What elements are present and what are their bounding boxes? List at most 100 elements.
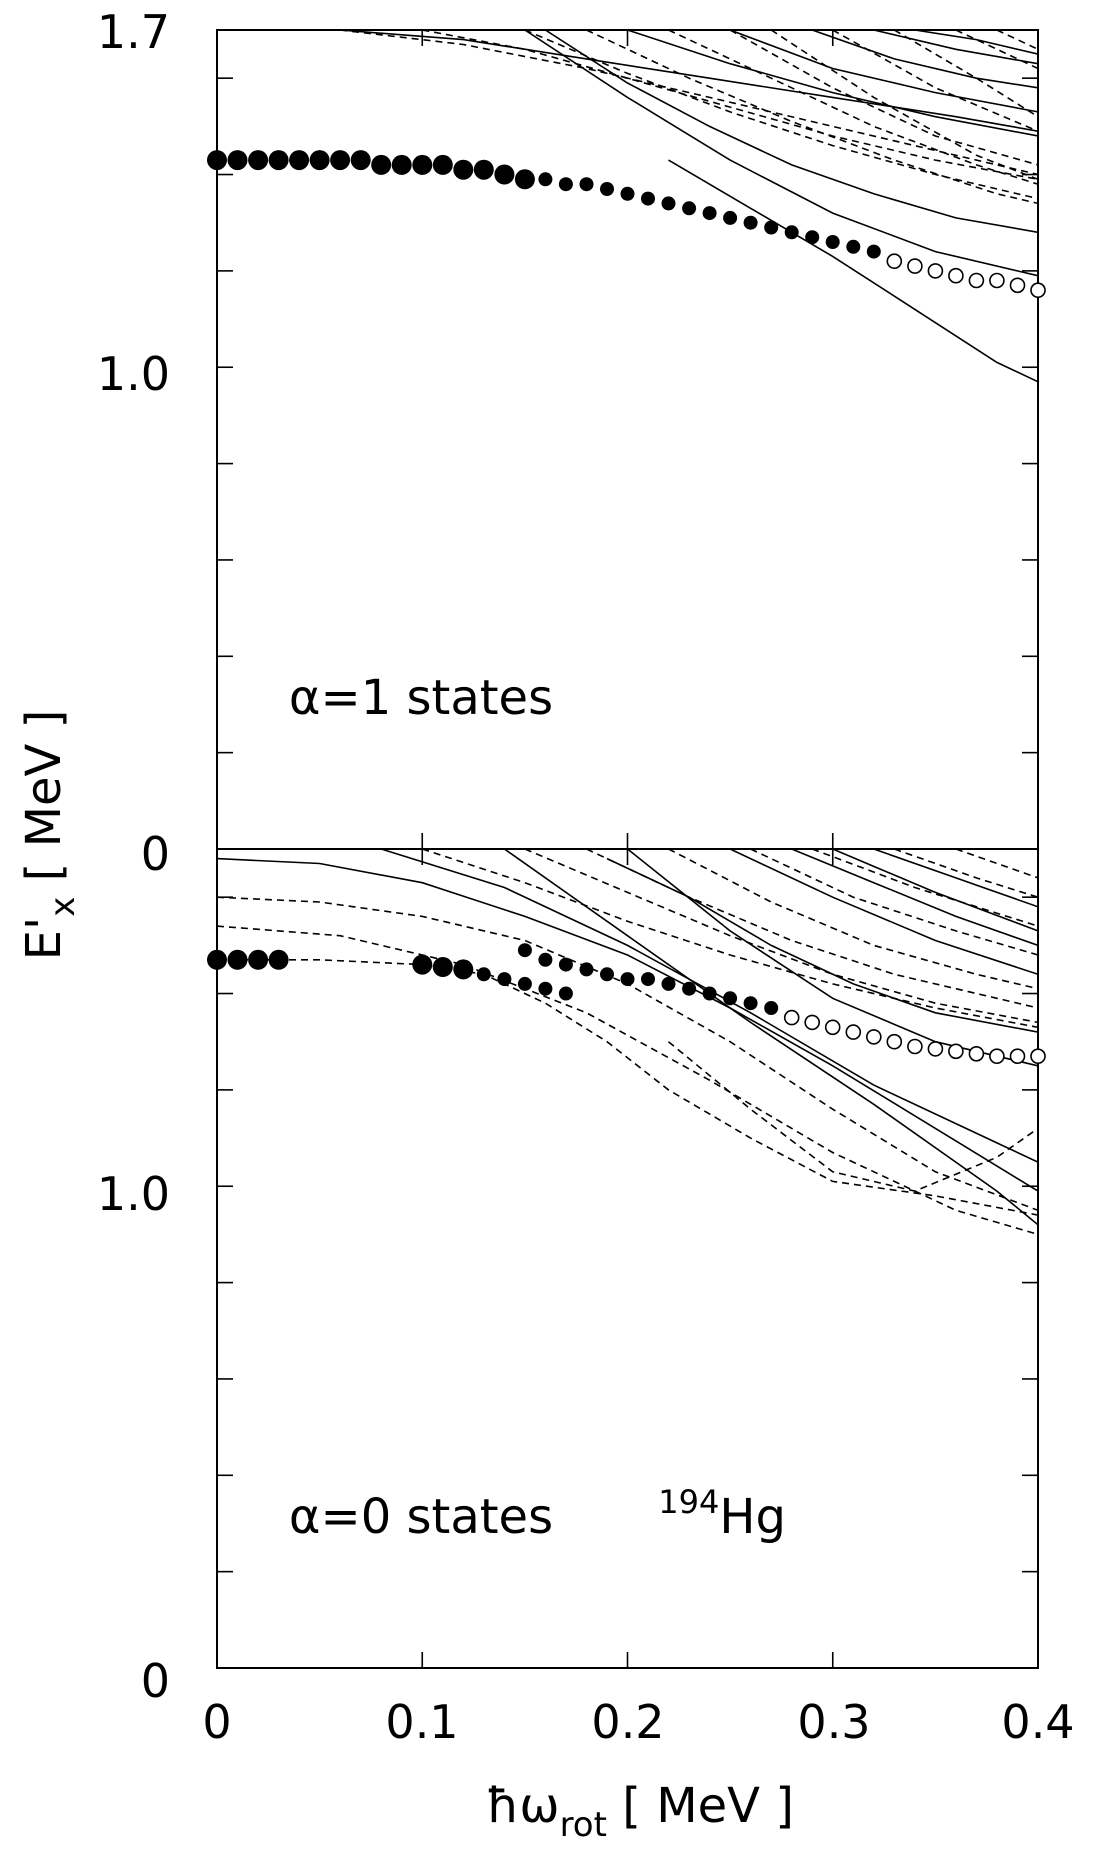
x-tick-label-0-1: 0.1: [385, 1695, 458, 1749]
data-point-filled-small-top-4: [620, 186, 635, 201]
solid-curve-bottom-6: [791, 849, 1038, 947]
data-point-filled-small-bottom-14: [702, 986, 717, 1001]
x-axis-title-unit: [ MeV ]: [607, 1778, 794, 1834]
dashed-curve-bottom-4: [422, 849, 1038, 1029]
data-point-open-bottom-10: [989, 1048, 1005, 1064]
y-tick-label-bottom-0: 0: [141, 1654, 170, 1708]
x-axis-title: ħωrot [ MeV ]: [486, 1778, 794, 1845]
dashed-curve-top-9: [955, 30, 1038, 70]
data-point-open-bottom-5: [886, 1033, 903, 1050]
dashed-curve-top-0: [340, 30, 1038, 176]
data-point-open-top-3: [948, 267, 964, 284]
data-point-filled-small-top-16: [866, 244, 881, 259]
y-axis-title: E'x [ MeV ]: [16, 710, 83, 961]
dashed-curve-top-10: [996, 30, 1038, 51]
data-point-open-bottom-2: [824, 1019, 841, 1036]
data-point-open-bottom-7: [927, 1041, 944, 1057]
solid-curve-top-6: [811, 30, 1038, 89]
dashed-curve-bottom-9: [811, 849, 1038, 927]
solid-curve-bottom-8: [873, 849, 1038, 908]
data-point-open-bottom-9: [968, 1046, 985, 1062]
data-point-filled-small-bottom-9: [600, 967, 614, 982]
solid-curve-bottom-0: [217, 857, 1038, 1192]
data-point-filled-small-bottom-15: [723, 991, 738, 1006]
data-point-open-top-6: [1009, 277, 1026, 294]
solid-curve-bottom-2: [503, 849, 1038, 1226]
data-point-filled-large-top-2: [248, 150, 269, 171]
data-point-filled-small-top-11: [764, 220, 779, 235]
solid-curve-bottom-5: [729, 849, 1038, 976]
x-axis-title-subscript: rot: [560, 1805, 607, 1845]
data-point-filled-small-bottom-3: [538, 981, 553, 996]
frame-bottom: [216, 848, 1039, 1669]
solid-curve-top-2: [668, 159, 1038, 383]
solid-curve-top-4: [627, 30, 1038, 137]
x-tick-label-0-3: 0.3: [797, 1695, 870, 1749]
solid-curve-top-5: [729, 30, 1038, 113]
solid-curve-bottom-7: [832, 849, 1038, 932]
dashed-curve-bottom-11: [955, 849, 1038, 879]
data-point-filled-large-top-3: [268, 150, 289, 171]
data-point-open-bottom-3: [845, 1024, 862, 1040]
data-point-open-bottom-1: [804, 1014, 821, 1031]
y-tick-label-top-0: 0: [141, 827, 170, 881]
data-point-filled-small-top-8: [702, 206, 717, 221]
data-point-filled-small-top-15: [846, 239, 861, 254]
nucleus-label: 194Hg: [658, 1483, 786, 1545]
data-point-filled-small-bottom-6: [538, 952, 553, 967]
data-point-filled-large-bottom-2: [248, 949, 269, 970]
solid-curve-top-1: [524, 30, 1038, 277]
data-point-filled-large-bottom-5: [432, 957, 453, 977]
annotation-alpha-1-states: α=1 states: [289, 670, 553, 726]
data-point-open-top-5: [989, 272, 1005, 289]
nucleus-symbol: Hg: [719, 1489, 786, 1545]
data-point-filled-small-top-2: [579, 177, 594, 192]
data-point-filled-large-top-1: [227, 150, 248, 171]
data-point-open-bottom-8: [948, 1043, 964, 1060]
dashed-curve-top-5: [729, 30, 1038, 166]
data-point-filled-small-top-6: [661, 196, 676, 211]
solid-curve-bottom-3: [627, 849, 1038, 1067]
data-points-layer: [207, 150, 1046, 1064]
curves-top: [340, 30, 1038, 383]
data-point-filled-large-top-11: [432, 154, 453, 175]
y-tick-label-top-1-0: 1.0: [97, 347, 170, 401]
data-point-open-top-2: [927, 263, 944, 279]
dashed-curve-bottom-8: [750, 849, 1038, 956]
y-tick-label-top-1-7: 1.7: [97, 5, 170, 59]
data-point-filled-large-bottom-3: [268, 949, 289, 970]
data-point-filled-small-bottom-4: [558, 986, 573, 1001]
data-point-filled-small-bottom-12: [661, 976, 676, 991]
y-tick-label-bottom-1-0: 1.0: [97, 1167, 170, 1221]
data-point-filled-small-bottom-11: [641, 972, 655, 987]
data-point-filled-large-top-15: [514, 169, 535, 190]
data-point-filled-large-top-0: [207, 150, 227, 171]
data-point-filled-small-top-1: [558, 177, 573, 192]
data-point-filled-small-bottom-16: [743, 996, 758, 1011]
data-point-filled-large-top-6: [330, 150, 351, 171]
data-point-filled-large-top-9: [391, 154, 412, 175]
data-point-filled-large-bottom-4: [412, 954, 433, 975]
x-tick-label-0: 0: [202, 1695, 231, 1749]
nucleus-mass-number: 194: [658, 1483, 719, 1521]
solid-curve-bottom-4: [606, 857, 1038, 1033]
solid-curve-top-0: [340, 30, 1038, 132]
data-point-open-top-7: [1030, 282, 1046, 299]
data-point-filled-large-top-7: [350, 150, 371, 171]
data-point-filled-small-bottom-8: [579, 962, 594, 977]
data-point-filled-small-top-5: [641, 191, 655, 206]
data-point-open-bottom-4: [865, 1029, 882, 1045]
data-point-filled-small-top-3: [600, 182, 614, 196]
data-point-filled-large-bottom-0: [207, 949, 227, 970]
solid-curve-top-8: [914, 30, 1038, 55]
dashed-curve-top-3: [586, 30, 1038, 205]
data-point-filled-large-top-12: [453, 159, 474, 180]
data-point-filled-small-bottom-17: [764, 1001, 779, 1015]
data-point-filled-small-top-9: [723, 210, 738, 225]
data-point-filled-large-top-13: [473, 159, 494, 180]
data-point-filled-small-bottom-10: [620, 972, 635, 987]
data-point-filled-small-bottom-5: [517, 943, 532, 958]
data-point-filled-small-bottom-2: [517, 976, 532, 991]
dashed-curve-top-6: [770, 30, 1038, 181]
